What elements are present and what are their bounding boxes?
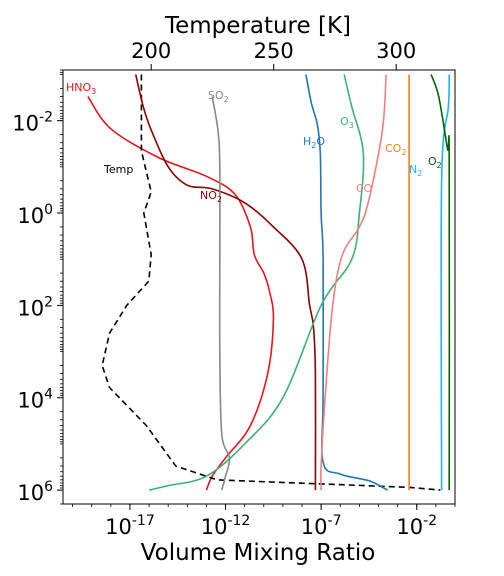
series-line-h2o: [305, 74, 388, 491]
series-line-co: [320, 74, 387, 491]
series-layer: [87, 74, 451, 491]
series-label-main: Temp: [103, 163, 133, 176]
series-label-subscript: 2: [311, 141, 316, 150]
series-label-subscript: 2: [437, 161, 442, 170]
series-label-main: NO: [200, 189, 217, 202]
x-axis-title: Volume Mixing Ratio: [141, 540, 376, 566]
x2-tick-label: 250: [254, 39, 294, 63]
series-label-main: SO: [208, 89, 224, 102]
plot-frame: [62, 69, 456, 505]
x-tick-label: 10-7: [301, 513, 342, 539]
series-label-hno3: HNO3: [66, 81, 96, 96]
series-label-tail: O: [316, 135, 325, 148]
series-label-main: HNO: [66, 81, 92, 94]
y-tick-label: 106: [17, 479, 53, 505]
series-label-o2: O2: [428, 155, 442, 170]
y-tick-label: 10-2: [12, 110, 53, 136]
series-line-so2: [211, 96, 231, 491]
series-line-temp: [101, 74, 441, 491]
series-label-subscript: 3: [349, 121, 354, 130]
series-label-subscript: 2: [224, 95, 229, 104]
y-tick-label: 100: [17, 202, 53, 228]
series-label-subscript: 2: [217, 195, 222, 204]
series-label-subscript: 3: [91, 87, 96, 96]
x2-tick-label: 200: [131, 39, 171, 63]
x-tick-label: 10-17: [105, 513, 155, 539]
series-label-co2: CO2: [385, 142, 406, 157]
series-line-n2: [440, 74, 451, 491]
y-tick-label: 104: [17, 387, 53, 413]
series-line-no2: [134, 74, 317, 491]
series-line-o3: [148, 74, 365, 491]
series-label-main: N: [409, 163, 417, 176]
series-label-o3: O3: [340, 115, 354, 130]
series-label-no2: NO2: [200, 189, 222, 204]
x-tick-label: 10-2: [396, 513, 437, 539]
series-line-o2: [430, 74, 451, 491]
series-label-main: CO: [385, 142, 402, 155]
series-label-co: CO: [356, 182, 373, 195]
series-label-n2: N2: [409, 163, 422, 178]
series-label-main: O: [340, 115, 349, 128]
top-axis-title: Temperature [K]: [164, 13, 351, 39]
series-label-main: O: [428, 155, 437, 168]
x2-tick-label: 300: [376, 39, 416, 63]
y-tick-label: 102: [17, 294, 53, 320]
axis-ticks: 10-17 10-12 10-7 10-2 200 250 300 10-2 100 102 104…: [12, 39, 456, 539]
series-line-hno3: [87, 96, 275, 491]
x-tick-label: 10-12: [201, 513, 251, 539]
series-label-h2o: H2O: [303, 135, 325, 150]
series-label-temp: Temp: [103, 163, 133, 176]
series-label-main: CO: [356, 182, 373, 195]
series-label-subscript: 2: [401, 148, 406, 157]
series-label-so2: SO2: [208, 89, 229, 104]
series-label-main: H: [303, 135, 311, 148]
series-label-subscript: 2: [417, 169, 422, 178]
